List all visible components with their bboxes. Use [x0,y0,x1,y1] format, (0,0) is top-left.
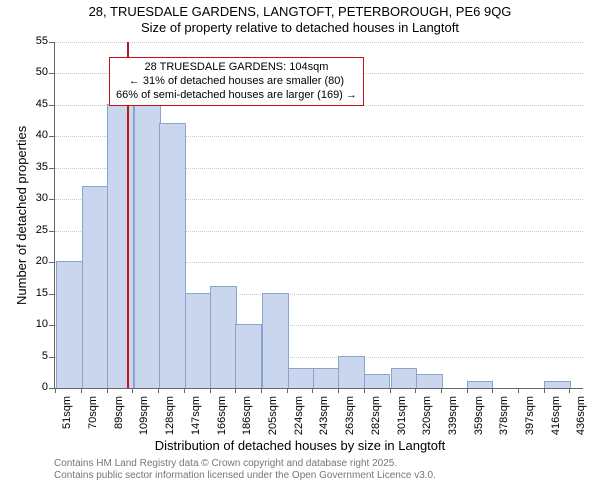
histogram-bar [235,324,262,388]
x-tick-label: 186sqm [241,396,253,436]
histogram-bar [210,286,237,388]
x-tick-label: 301sqm [396,396,408,436]
x-tick [158,388,159,393]
y-tick-label: 0 [20,381,48,393]
x-tick-label: 436sqm [575,396,587,436]
y-axis-label: Number of detached properties [14,126,29,305]
histogram-bar [107,104,134,388]
x-tick-label: 378sqm [498,396,510,436]
histogram-bar [159,123,186,388]
y-tick [49,105,54,106]
histogram-bar [313,368,340,388]
histogram-bar [185,293,212,388]
y-tick [49,136,54,137]
chart-title-subtitle: Size of property relative to detached ho… [0,20,600,35]
y-tick [49,231,54,232]
y-tick-label: 10 [20,318,48,330]
y-tick [49,294,54,295]
histogram-bar [544,381,571,388]
y-tick [49,357,54,358]
histogram-bar [467,381,494,388]
x-axis-label: Distribution of detached houses by size … [0,438,600,453]
x-tick [390,388,391,393]
histogram-chart: { "title_line1": "28, TRUESDALE GARDENS,… [0,0,600,500]
x-tick [518,388,519,393]
x-tick-label: 339sqm [447,396,459,436]
y-tick [49,325,54,326]
annotation-line: 28 TRUESDALE GARDENS: 104sqm [116,61,357,75]
x-tick [415,388,416,393]
x-tick [261,388,262,393]
x-tick [210,388,211,393]
y-tick-label: 45 [20,98,48,110]
y-tick-label: 55 [20,35,48,47]
x-tick [81,388,82,393]
y-tick [49,73,54,74]
y-tick [49,42,54,43]
x-tick-label: 263sqm [344,396,356,436]
x-tick [287,388,288,393]
annotation-line: ← 31% of detached houses are smaller (80… [116,75,357,89]
y-tick-label: 40 [20,129,48,141]
x-tick [544,388,545,393]
y-tick-label: 25 [20,224,48,236]
x-tick-label: 224sqm [293,396,305,436]
x-tick [441,388,442,393]
x-tick-label: 51sqm [61,396,73,436]
y-tick [49,199,54,200]
x-tick-label: 70sqm [87,396,99,436]
y-tick-label: 15 [20,287,48,299]
annotation-line: 66% of semi-detached houses are larger (… [116,89,357,103]
x-tick [492,388,493,393]
histogram-bar [416,374,443,388]
footer-copyright-2: Contains public sector information licen… [54,470,436,481]
x-tick-label: 282sqm [370,396,382,436]
x-tick [569,388,570,393]
x-tick [184,388,185,393]
plot-area: 28 TRUESDALE GARDENS: 104sqm← 31% of det… [54,42,583,389]
x-tick-label: 147sqm [190,396,202,436]
x-tick-label: 416sqm [550,396,562,436]
x-tick-label: 109sqm [138,396,150,436]
x-tick-label: 243sqm [318,396,330,436]
x-tick [235,388,236,393]
annotation-box: 28 TRUESDALE GARDENS: 104sqm← 31% of det… [109,57,364,106]
footer-copyright-1: Contains HM Land Registry data © Crown c… [54,458,397,469]
histogram-bar [134,91,161,388]
histogram-bar [262,293,289,388]
x-tick [467,388,468,393]
x-tick-label: 320sqm [421,396,433,436]
x-tick-label: 397sqm [524,396,536,436]
histogram-bar [364,374,391,388]
y-tick [49,262,54,263]
x-tick [338,388,339,393]
x-tick-label: 128sqm [164,396,176,436]
x-tick-label: 205sqm [267,396,279,436]
histogram-bar [288,368,315,388]
chart-title-address: 28, TRUESDALE GARDENS, LANGTOFT, PETERBO… [0,4,600,19]
x-tick [132,388,133,393]
histogram-bar [338,356,365,388]
x-tick [107,388,108,393]
x-tick-label: 166sqm [216,396,228,436]
histogram-bar [391,368,418,388]
x-tick [312,388,313,393]
y-tick-label: 35 [20,161,48,173]
histogram-bar [82,186,109,388]
x-tick-label: 359sqm [473,396,485,436]
x-tick [55,388,56,393]
grid-line [55,42,583,44]
y-tick [49,388,54,389]
y-tick-label: 30 [20,192,48,204]
histogram-bar [56,261,83,388]
x-tick-label: 89sqm [113,396,125,436]
y-tick [49,168,54,169]
x-tick [364,388,365,393]
y-tick-label: 20 [20,255,48,267]
y-tick-label: 5 [20,350,48,362]
y-tick-label: 50 [20,66,48,78]
